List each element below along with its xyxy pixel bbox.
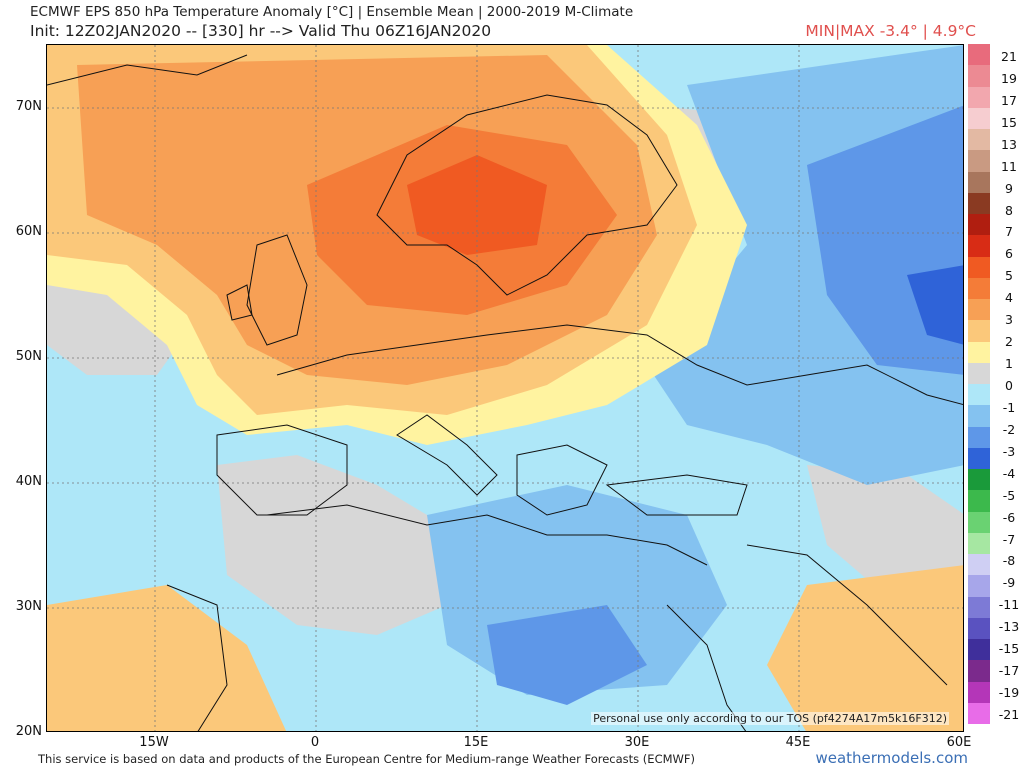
init-valid-time: Init: 12Z02JAN2020 -- [330] hr --> Valid… xyxy=(30,22,492,40)
cold-anomaly-peak xyxy=(907,265,963,345)
color-scale-label: -1 xyxy=(1002,399,1016,415)
color-scale-swatch xyxy=(968,639,990,661)
color-scale-swatch xyxy=(968,554,990,576)
color-scale-swatch xyxy=(968,702,990,724)
color-scale-swatch xyxy=(968,214,990,236)
lat-label-50n: 50N xyxy=(15,349,42,364)
color-scale-swatch xyxy=(968,469,990,491)
color-scale-swatch xyxy=(968,150,990,172)
color-scale-swatch xyxy=(968,299,990,321)
lon-label-60e: 60E xyxy=(946,735,972,750)
color-scale-label: 19 xyxy=(1001,70,1017,86)
color-scale-label: 5 xyxy=(1005,268,1013,284)
color-scale-swatch xyxy=(968,256,990,278)
color-scale-label: -2 xyxy=(1002,421,1016,437)
color-scale-label: -6 xyxy=(1002,509,1016,525)
color-scale-label: -5 xyxy=(1002,487,1016,503)
color-scale-swatch xyxy=(968,277,990,299)
color-scale-swatch xyxy=(968,532,990,554)
color-scale-swatch xyxy=(968,107,990,129)
map-canvas xyxy=(47,45,963,731)
color-scale-label: 8 xyxy=(1005,202,1013,218)
color-scale-swatch xyxy=(968,490,990,512)
color-scale-label: 2 xyxy=(1005,334,1013,350)
brand-link[interactable]: weathermodels.com xyxy=(815,749,968,767)
color-scale-swatch xyxy=(968,65,990,87)
color-scale-label: 13 xyxy=(1001,136,1017,152)
color-scale-label: 4 xyxy=(1005,290,1013,306)
cold-anomaly-sahara xyxy=(487,605,647,705)
color-scale-swatch xyxy=(968,171,990,193)
color-scale-swatch xyxy=(968,426,990,448)
color-scale-label: -9 xyxy=(1002,575,1016,591)
color-scale-swatch xyxy=(968,405,990,427)
min-max-readout: MIN|MAX -3.4° | 4.9°C xyxy=(805,22,976,40)
color-scale-label: -21 xyxy=(998,707,1020,723)
color-scale-label: 6 xyxy=(1005,246,1013,262)
warm-anomaly-west-africa xyxy=(47,585,287,731)
color-scale-swatch xyxy=(968,320,990,342)
tos-watermark: Personal use only according to our TOS (… xyxy=(591,712,949,725)
warm-anomaly-arabia xyxy=(767,565,963,731)
color-scale-label: -15 xyxy=(998,641,1020,657)
graticule xyxy=(47,45,963,731)
color-scale-label: -19 xyxy=(998,685,1020,701)
color-scale-swatch xyxy=(968,86,990,108)
lat-label-30n: 30N xyxy=(15,599,42,614)
color-scale-label: 3 xyxy=(1005,312,1013,328)
lon-label-0: 0 xyxy=(310,735,320,750)
lon-label-30e: 30E xyxy=(624,735,650,750)
color-scale-label: 1 xyxy=(1005,356,1013,372)
lat-label-40n: 40N xyxy=(15,474,42,489)
ecmwf-credit: This service is based on data and produc… xyxy=(38,752,695,766)
lat-label-60n: 60N xyxy=(15,224,42,239)
color-scale-label: 15 xyxy=(1001,114,1017,130)
color-scale-swatch xyxy=(968,129,990,151)
lon-label-45e: 45E xyxy=(785,735,811,750)
color-scale-label: 7 xyxy=(1005,224,1013,240)
color-scale-swatch xyxy=(968,362,990,384)
neutral-region-iberia xyxy=(217,455,467,635)
color-scale-swatch xyxy=(968,44,990,66)
color-scale-swatch xyxy=(968,511,990,533)
color-scale-bar xyxy=(968,44,990,724)
color-scale-swatch xyxy=(968,384,990,406)
color-scale-label: -3 xyxy=(1002,443,1016,459)
color-scale-label: -4 xyxy=(1002,465,1016,481)
color-scale-swatch xyxy=(968,235,990,257)
color-scale-label: -7 xyxy=(1002,531,1016,547)
color-scale-label: 17 xyxy=(1001,92,1017,108)
color-scale-swatch xyxy=(968,596,990,618)
neutral-region-east xyxy=(807,465,963,605)
color-scale-swatch xyxy=(968,447,990,469)
color-scale-swatch xyxy=(968,575,990,597)
lon-label-15e: 15E xyxy=(463,735,489,750)
anomaly-map: Personal use only according to our TOS (… xyxy=(46,44,964,732)
color-scale-label: -13 xyxy=(998,619,1020,635)
color-scale-swatch xyxy=(968,617,990,639)
color-scale-swatch xyxy=(968,660,990,682)
color-scale-swatch xyxy=(968,341,990,363)
color-scale-swatch xyxy=(968,681,990,703)
color-scale-swatch xyxy=(968,192,990,214)
color-scale-label: -11 xyxy=(998,597,1020,613)
lat-label-20n: 20N xyxy=(15,724,42,739)
color-scale-label: 11 xyxy=(1001,158,1017,174)
color-scale-label: 9 xyxy=(1005,180,1013,196)
color-scale-label: -17 xyxy=(998,663,1020,679)
color-scale-label: -8 xyxy=(1002,553,1016,569)
color-scale-label: 21 xyxy=(1001,48,1017,64)
lon-label-15w: 15W xyxy=(139,735,169,750)
lat-label-70n: 70N xyxy=(15,99,42,114)
color-scale-label: 0 xyxy=(1005,378,1013,393)
map-title: ECMWF EPS 850 hPa Temperature Anomaly [°… xyxy=(30,4,634,20)
